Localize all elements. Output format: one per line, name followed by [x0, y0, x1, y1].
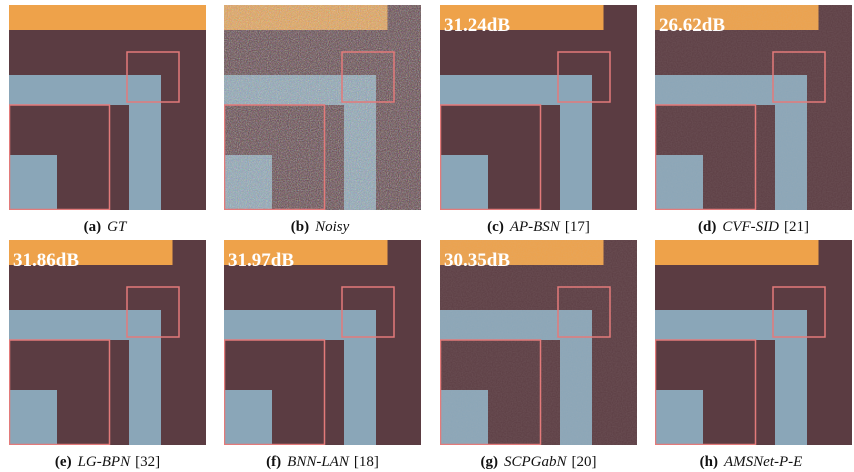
caption: (h) AMSNet-P-E	[649, 454, 854, 471]
psnr-label: 31.97dB	[228, 250, 294, 271]
caption: (f) BNN-LAN [18]	[218, 454, 428, 471]
psnr-label: 26.62dB	[659, 15, 725, 36]
caption-label: (b)	[291, 219, 309, 235]
panel-image: 31.24dB	[440, 5, 637, 210]
psnr-label: 31.24dB	[444, 15, 510, 36]
blue-band-v	[775, 310, 807, 445]
panel-image: 31.86dB	[9, 240, 206, 445]
inset-blue	[9, 155, 57, 210]
caption-label: (g)	[480, 454, 498, 470]
inset-blue	[224, 390, 272, 445]
blue-band-v	[129, 310, 161, 445]
caption-name: AMSNet-P-E	[724, 454, 802, 470]
panel-image	[224, 5, 421, 210]
blue-band-v	[129, 75, 161, 210]
caption-label: (c)	[487, 219, 504, 235]
caption-ref: [32]	[135, 454, 160, 470]
caption-name: AP-BSN	[510, 219, 560, 235]
caption: (e) LG-BPN[32]	[3, 454, 213, 471]
image-content	[655, 240, 852, 445]
caption: (a) GT	[3, 219, 213, 236]
caption-name: SCPGabN	[504, 454, 567, 470]
caption: (b) Noisy	[218, 219, 428, 236]
blue-band-v	[560, 75, 592, 210]
panel-image	[9, 5, 206, 210]
caption-ref: [21]	[784, 219, 809, 235]
caption: (c) AP-BSN [17]	[434, 219, 644, 236]
caption-label: (a)	[84, 219, 102, 235]
panel-image: 30.35dB	[440, 240, 637, 445]
image-content: 31.97dB	[224, 240, 421, 445]
inset-blue	[440, 155, 488, 210]
psnr-label: 31.86dB	[13, 250, 79, 271]
caption-ref: [20]	[572, 454, 597, 470]
image-content: 26.62dB	[655, 5, 852, 210]
orange-block	[655, 240, 819, 265]
caption-label: (e)	[55, 454, 72, 470]
image-content: 31.86dB	[9, 240, 206, 445]
caption-label: (d)	[698, 219, 716, 235]
panel-image: 26.62dB	[655, 5, 852, 210]
inset-blue	[9, 390, 57, 445]
image-content: 31.24dB	[440, 5, 637, 210]
caption-name: CVF-SID	[722, 219, 779, 235]
caption: (g) SCPGabN [20]	[434, 454, 644, 471]
image-content	[9, 5, 206, 210]
caption-name: GT	[107, 219, 126, 235]
image-content	[224, 5, 421, 210]
caption-name: Noisy	[315, 219, 349, 235]
panel-image: 31.97dB	[224, 240, 421, 445]
image-content: 30.35dB	[440, 240, 637, 445]
caption: (d) CVF-SID [21]	[649, 219, 854, 236]
noise	[224, 5, 421, 210]
orange-block	[9, 5, 206, 30]
caption-name: LG-BPN	[78, 454, 131, 470]
panel-image	[655, 240, 852, 445]
blue-band-v	[344, 310, 376, 445]
image-grid: 31.24dB 26.62dB 31.86dB 31.97dB 30.35dB	[0, 0, 854, 472]
caption-label: (f)	[266, 454, 281, 470]
figure: 31.24dB 26.62dB 31.86dB 31.97dB 30.35dB (a) G…	[0, 0, 854, 472]
caption-ref: [17]	[565, 219, 590, 235]
psnr-label: 30.35dB	[444, 250, 510, 271]
caption-name: BNN-LAN	[287, 454, 349, 470]
caption-label: (h)	[700, 454, 718, 470]
inset-blue	[655, 390, 703, 445]
caption-ref: [18]	[354, 454, 379, 470]
